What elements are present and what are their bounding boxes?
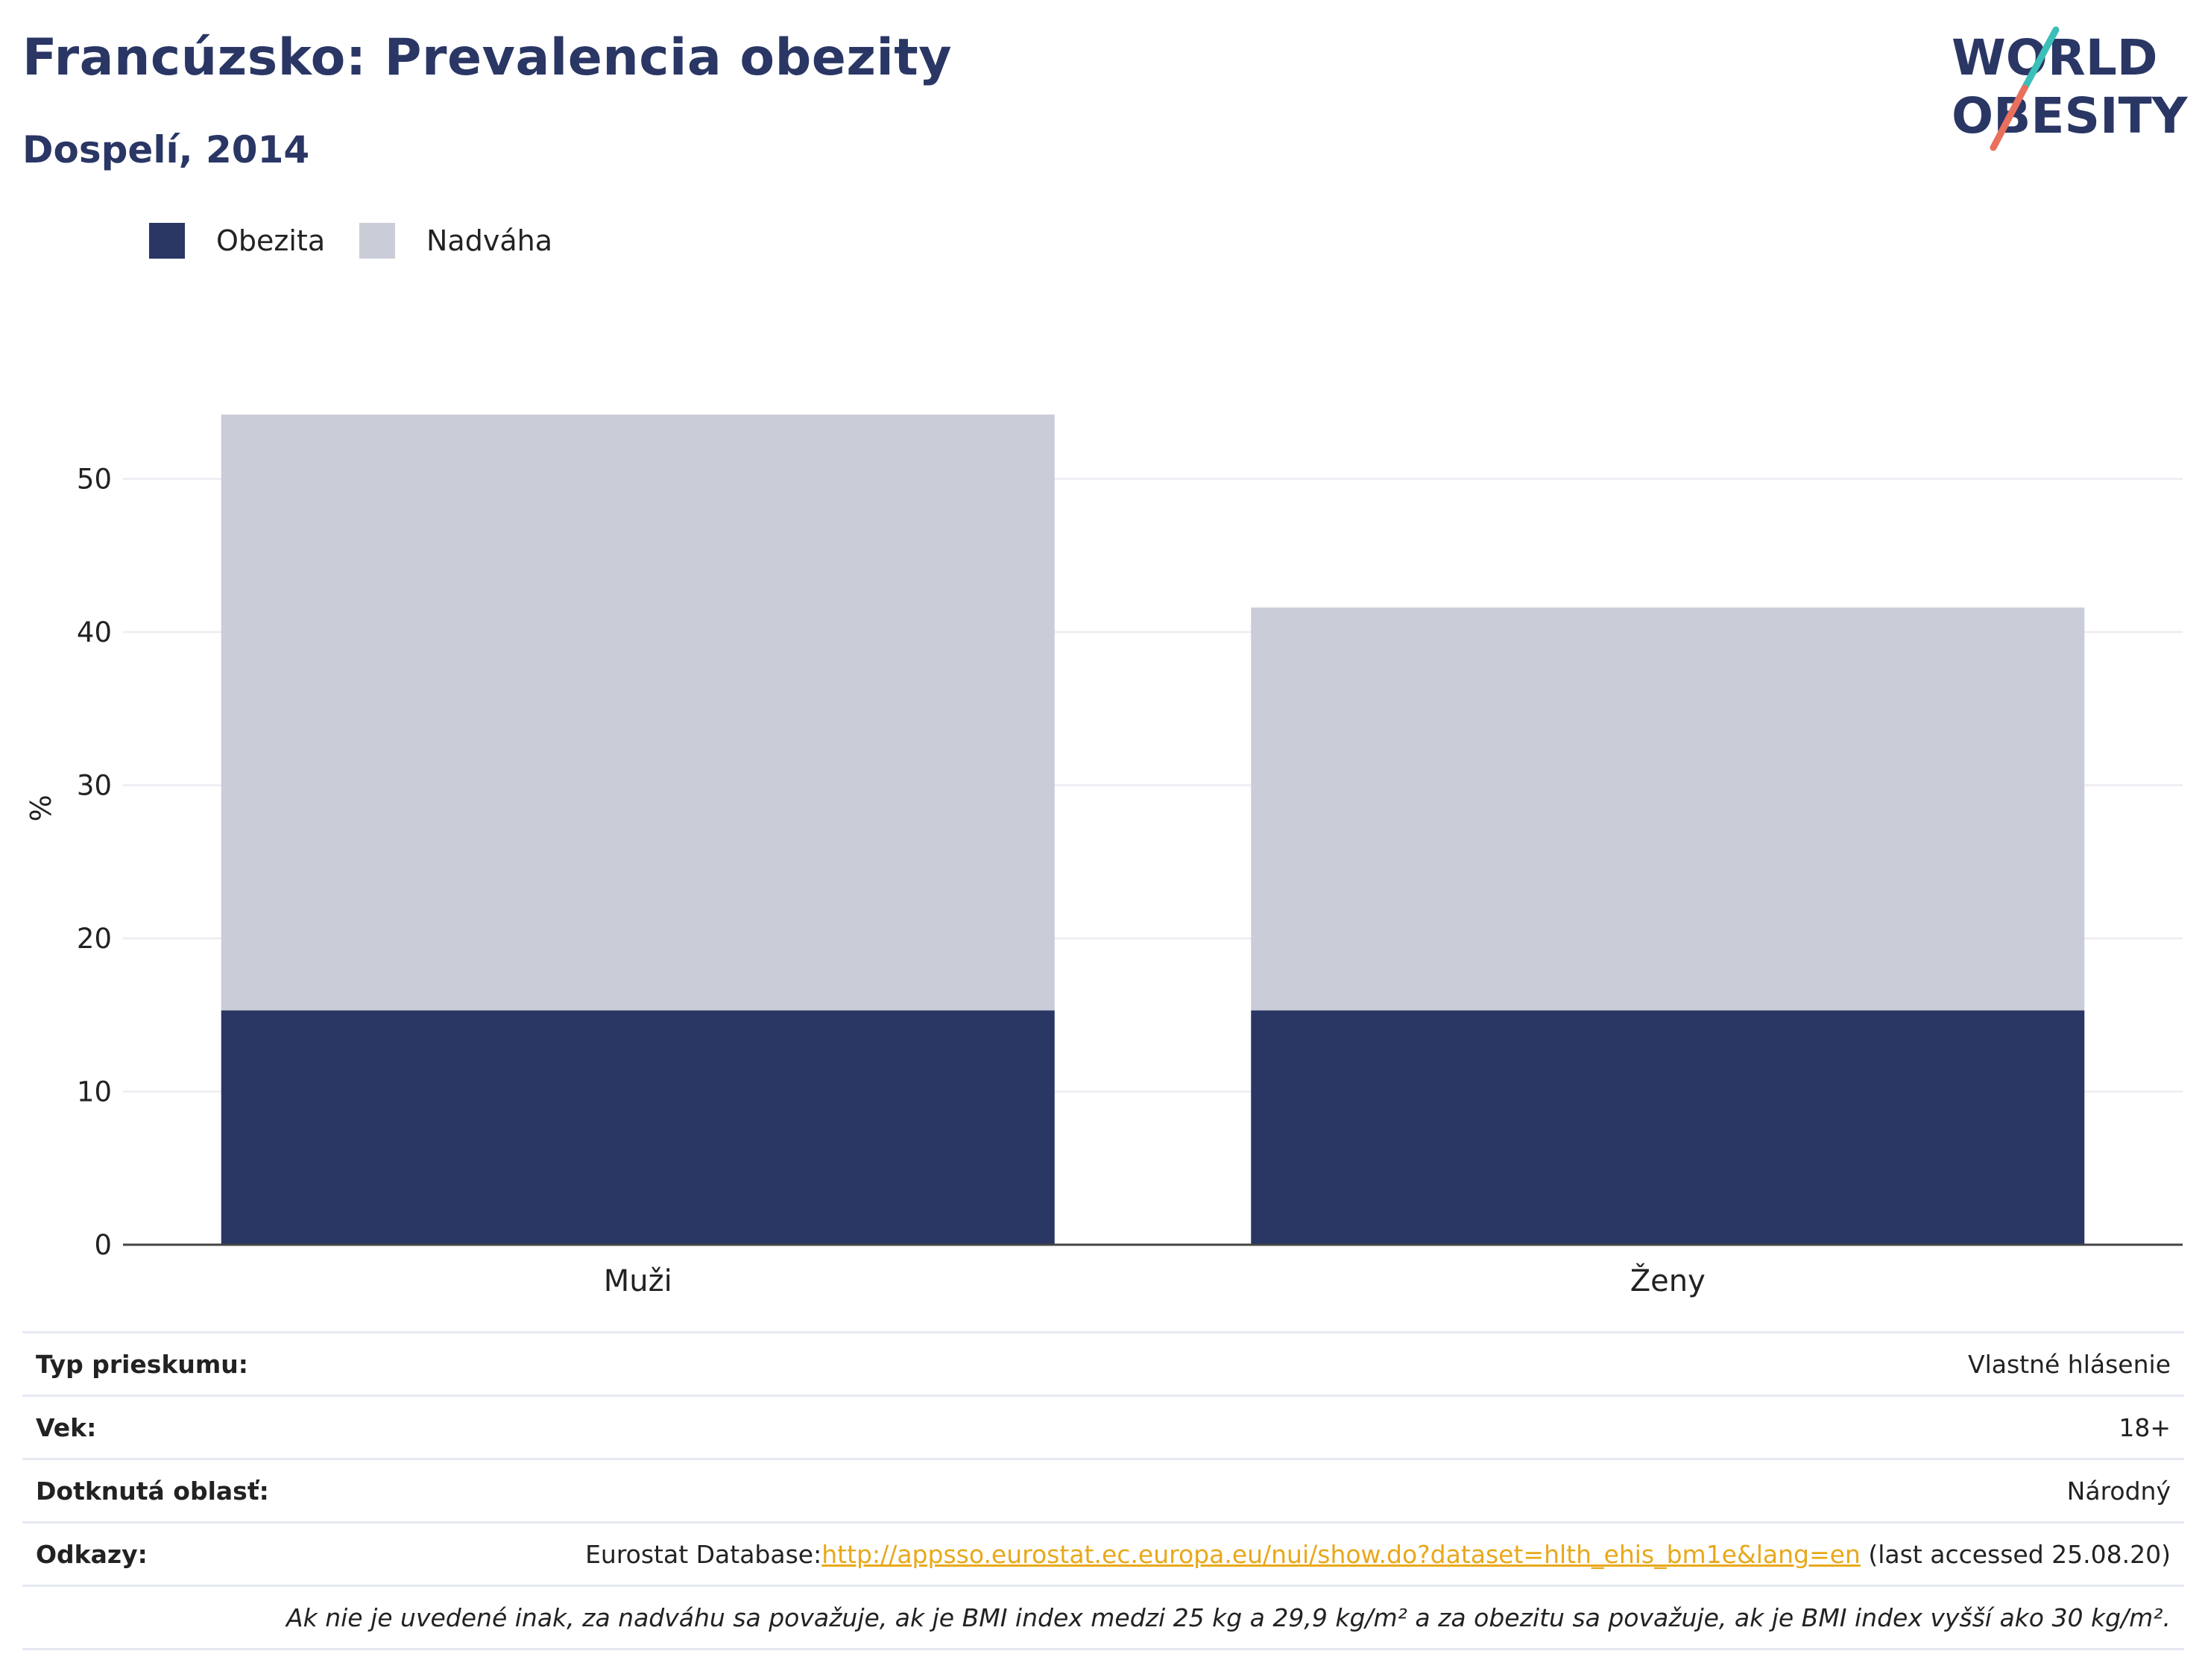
chart-title: Francúzsko: Prevalencia obezity: [22, 28, 953, 87]
bar-chart: 0 10 20 30 40 50% Muži Ženy: [25, 414, 2183, 1298]
y-tick-label-0: 0: [94, 1229, 112, 1261]
bar-obezita-1: [1251, 1010, 2085, 1245]
info-row-area: Dotknutá oblasť: Národný: [22, 1460, 2184, 1523]
area-label: Dotknutá oblasť:: [36, 1477, 269, 1506]
age-value: 18+: [2119, 1413, 2171, 1442]
bar-obezita-0: [221, 1010, 1055, 1245]
y-tick-label-20: 20: [77, 923, 112, 955]
bar-nadvaha-1: [1251, 607, 2085, 1011]
eurostat-link[interactable]: http://appsso.eurostat.ec.europa.eu/nui/…: [821, 1540, 1861, 1569]
info-table: Typ prieskumu: Vlastné hlásenie Vek: 18+…: [22, 1331, 2184, 1650]
legend-swatch-obezita: [149, 223, 185, 259]
y-tick-label-30: 30: [77, 770, 112, 802]
y-axis-title: %: [25, 795, 57, 821]
chart-subtitle: Dospelí, 2014: [22, 128, 310, 171]
legend-label-obezita: Obezita: [216, 224, 326, 257]
info-row-age: Vek: 18+: [22, 1397, 2184, 1460]
references-prefix: Eurostat Database:: [585, 1540, 822, 1569]
world-obesity-logo: WORLD OBESITY: [1952, 26, 2189, 151]
survey-type-label: Typ prieskumu:: [36, 1350, 248, 1379]
age-label: Vek:: [36, 1413, 97, 1442]
legend-swatch-nadvaha: [359, 223, 395, 259]
references-value: Eurostat Database:http://appsso.eurostat…: [585, 1540, 2171, 1569]
y-tick-label-40: 40: [77, 616, 112, 648]
y-tick-label-10: 10: [77, 1076, 112, 1108]
references-suffix: (last accessed 25.08.20): [1860, 1540, 2171, 1569]
logo-line2: OBESITY: [1952, 87, 2189, 145]
bar-nadvaha-0: [221, 414, 1055, 1011]
legend-label-nadvaha: Nadváha: [426, 224, 552, 257]
x-tick-label-1: Ženy: [1630, 1263, 1706, 1298]
info-row-survey-type: Typ prieskumu: Vlastné hlásenie: [22, 1331, 2184, 1397]
logo-slash-coral: [1990, 84, 2028, 151]
info-row-references: Odkazy: Eurostat Database:http://appsso.…: [22, 1523, 2184, 1587]
logo-slash-teal: [2021, 26, 2060, 92]
area-value: Národný: [2066, 1477, 2171, 1506]
info-row-note: Ak nie je uvedené inak, za nadváhu sa po…: [22, 1587, 2184, 1650]
y-tick-label-50: 50: [77, 464, 112, 496]
definition-note: Ak nie je uvedené inak, za nadváhu sa po…: [286, 1603, 2171, 1632]
x-tick-label-0: Muži: [604, 1264, 672, 1298]
survey-type-value: Vlastné hlásenie: [1968, 1350, 2171, 1379]
references-label: Odkazy:: [36, 1540, 148, 1569]
